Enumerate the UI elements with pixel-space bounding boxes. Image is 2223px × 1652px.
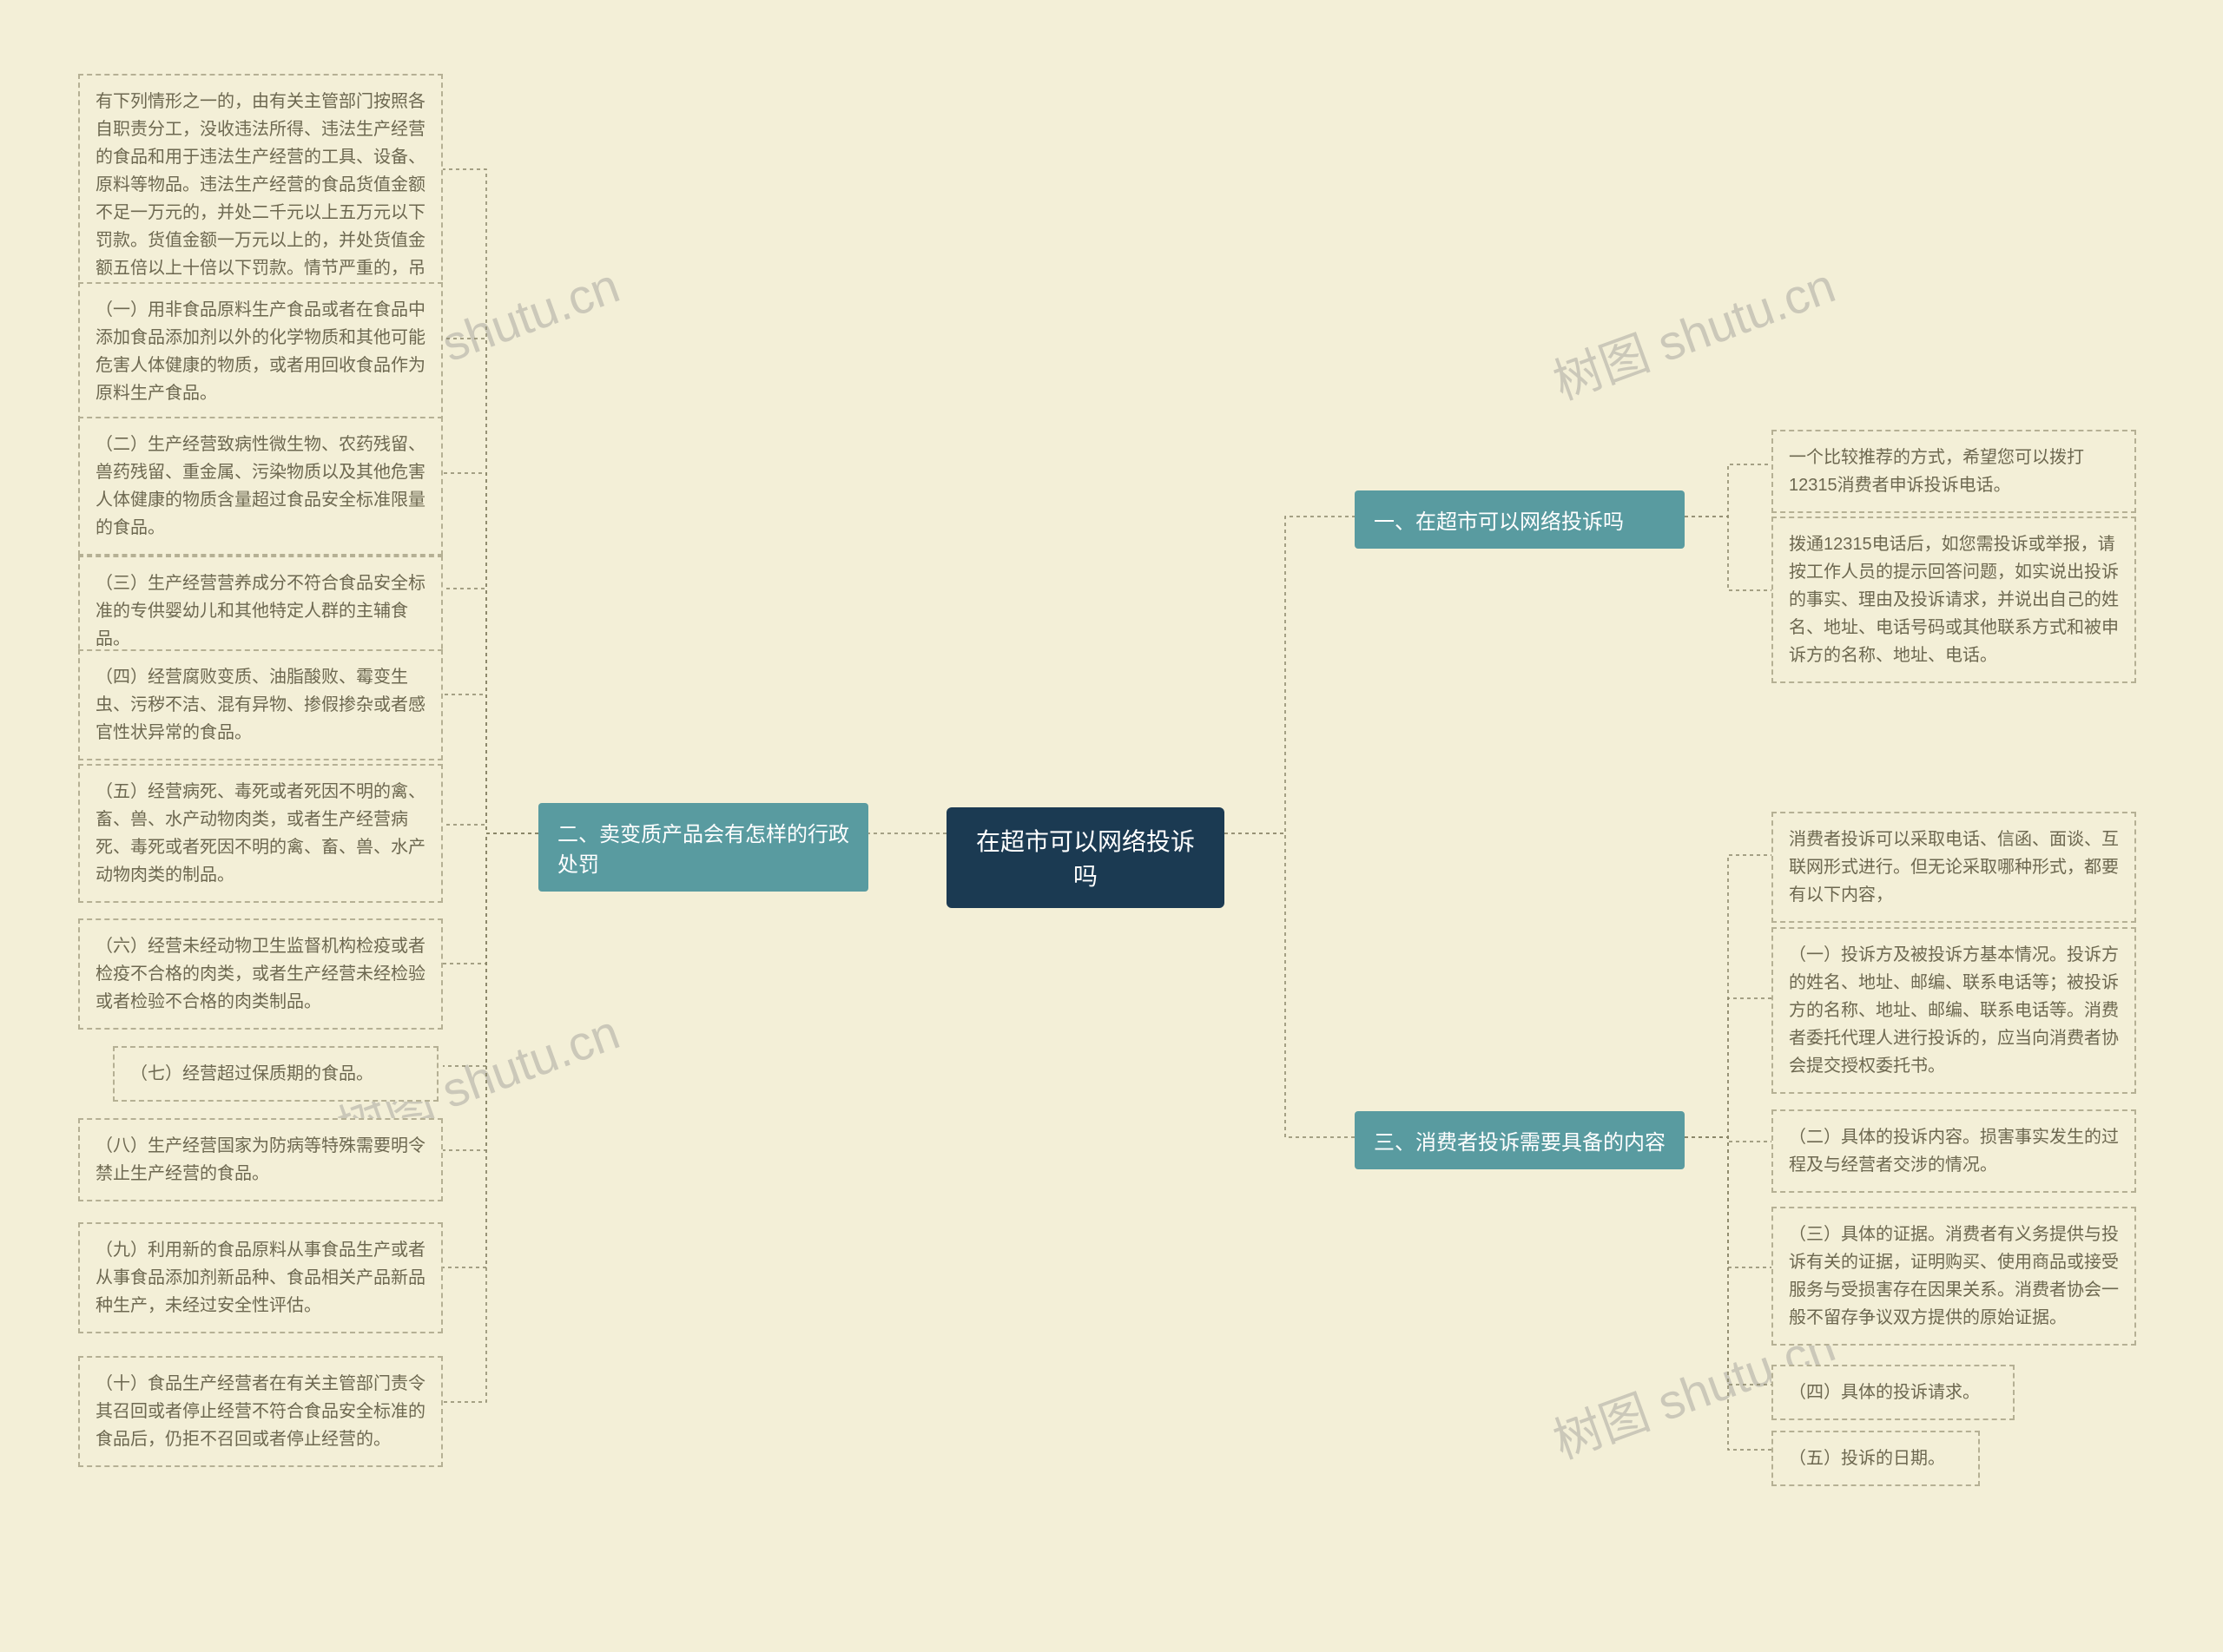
leaf-node: （六）经营未经动物卫生监督机构检疫或者检疫不合格的肉类，或者生产经营未经检验或者… (78, 918, 443, 1030)
leaf-text: （四）经营腐败变质、油脂酸败、霉变生虫、污秽不洁、混有异物、掺假掺杂或者感官性状… (96, 668, 425, 742)
leaf-node: 一个比较推荐的方式，希望您可以拨打12315消费者申诉投诉电话。 (1771, 430, 2136, 513)
leaf-text: （八）生产经营国家为防病等特殊需要明令禁止生产经营的食品。 (96, 1136, 425, 1183)
branch-node-3: 三、消费者投诉需要具备的内容 (1355, 1111, 1685, 1169)
leaf-node: （十）食品生产经营者在有关主管部门责令其召回或者停止经营不符合食品安全标准的食品… (78, 1356, 443, 1467)
branch-node-2: 二、卖变质产品会有怎样的行政处罚 (538, 803, 868, 892)
leaf-node: （三）具体的证据。消费者有义务提供与投诉有关的证据，证明购买、使用商品或接受服务… (1771, 1207, 2136, 1346)
watermark: 树图 shutu.cn (1542, 247, 1844, 413)
leaf-text: （三）具体的证据。消费者有义务提供与投诉有关的证据，证明购买、使用商品或接受服务… (1789, 1225, 2119, 1327)
leaf-node: （二）生产经营致病性微生物、农药残留、兽药残留、重金属、污染物质以及其他危害人体… (78, 417, 443, 556)
leaf-text: （九）利用新的食品原料从事食品生产或者从事食品添加剂新品种、食品相关产品新品种生… (96, 1241, 425, 1315)
leaf-node: （四）经营腐败变质、油脂酸败、霉变生虫、污秽不洁、混有异物、掺假掺杂或者感官性状… (78, 649, 443, 760)
leaf-text: 一个比较推荐的方式，希望您可以拨打12315消费者申诉投诉电话。 (1789, 448, 2084, 495)
leaf-node: （五）投诉的日期。 (1771, 1431, 1980, 1486)
leaf-text: （二）生产经营致病性微生物、农药残留、兽药残留、重金属、污染物质以及其他危害人体… (96, 435, 425, 537)
branch-3-label: 三、消费者投诉需要具备的内容 (1374, 1131, 1666, 1155)
leaf-node: （四）具体的投诉请求。 (1771, 1365, 2015, 1420)
leaf-text: （五）投诉的日期。 (1789, 1449, 1945, 1468)
leaf-text: （二）具体的投诉内容。损害事实发生的过程及与经营者交涉的情况。 (1789, 1128, 2119, 1175)
leaf-text: （一）投诉方及被投诉方基本情况。投诉方的姓名、地址、邮编、联系电话等；被投诉方的… (1789, 945, 2119, 1076)
leaf-node: 消费者投诉可以采取电话、信函、面谈、互联网形式进行。但无论采取哪种形式，都要有以… (1771, 812, 2136, 923)
leaf-text: （一）用非食品原料生产食品或者在食品中添加食品添加剂以外的化学物质和其他可能危害… (96, 300, 425, 403)
leaf-text: （四）具体的投诉请求。 (1789, 1383, 1980, 1402)
leaf-text: （六）经营未经动物卫生监督机构检疫或者检疫不合格的肉类，或者生产经营未经检验或者… (96, 937, 425, 1011)
branch-1-label: 一、在超市可以网络投诉吗 (1374, 510, 1624, 534)
leaf-text: 拨通12315电话后，如您需投诉或举报，请按工作人员的提示回答问题，如实说出投诉… (1789, 535, 2119, 665)
leaf-node: （五）经营病死、毒死或者死因不明的禽、畜、兽、水产动物肉类，或者生产经营病死、毒… (78, 764, 443, 903)
center-node: 在超市可以网络投诉吗 (947, 807, 1224, 908)
leaf-node: （一）投诉方及被投诉方基本情况。投诉方的姓名、地址、邮编、联系电话等；被投诉方的… (1771, 927, 2136, 1094)
center-label: 在超市可以网络投诉吗 (976, 828, 1195, 890)
leaf-text: （三）生产经营营养成分不符合食品安全标准的专供婴幼儿和其他特定人群的主辅食品。 (96, 574, 425, 648)
leaf-text: 有下列情形之一的，由有关主管部门按照各自职责分工，没收违法所得、违法生产经营的食… (96, 92, 425, 306)
leaf-node: （八）生产经营国家为防病等特殊需要明令禁止生产经营的食品。 (78, 1118, 443, 1201)
leaf-node: （九）利用新的食品原料从事食品生产或者从事食品添加剂新品种、食品相关产品新品种生… (78, 1222, 443, 1333)
leaf-node: （七）经营超过保质期的食品。 (113, 1046, 439, 1102)
leaf-text: （五）经营病死、毒死或者死因不明的禽、畜、兽、水产动物肉类，或者生产经营病死、毒… (96, 782, 425, 885)
leaf-node: （一）用非食品原料生产食品或者在食品中添加食品添加剂以外的化学物质和其他可能危害… (78, 282, 443, 421)
leaf-text: （七）经营超过保质期的食品。 (130, 1064, 373, 1083)
leaf-node: （二）具体的投诉内容。损害事实发生的过程及与经营者交涉的情况。 (1771, 1109, 2136, 1193)
branch-2-label: 二、卖变质产品会有怎样的行政处罚 (557, 823, 849, 877)
leaf-text: 消费者投诉可以采取电话、信函、面谈、互联网形式进行。但无论采取哪种形式，都要有以… (1789, 830, 2119, 905)
leaf-text: （十）食品生产经营者在有关主管部门责令其召回或者停止经营不符合食品安全标准的食品… (96, 1374, 425, 1449)
leaf-node: 拨通12315电话后，如您需投诉或举报，请按工作人员的提示回答问题，如实说出投诉… (1771, 517, 2136, 683)
branch-node-1: 一、在超市可以网络投诉吗 (1355, 490, 1685, 549)
